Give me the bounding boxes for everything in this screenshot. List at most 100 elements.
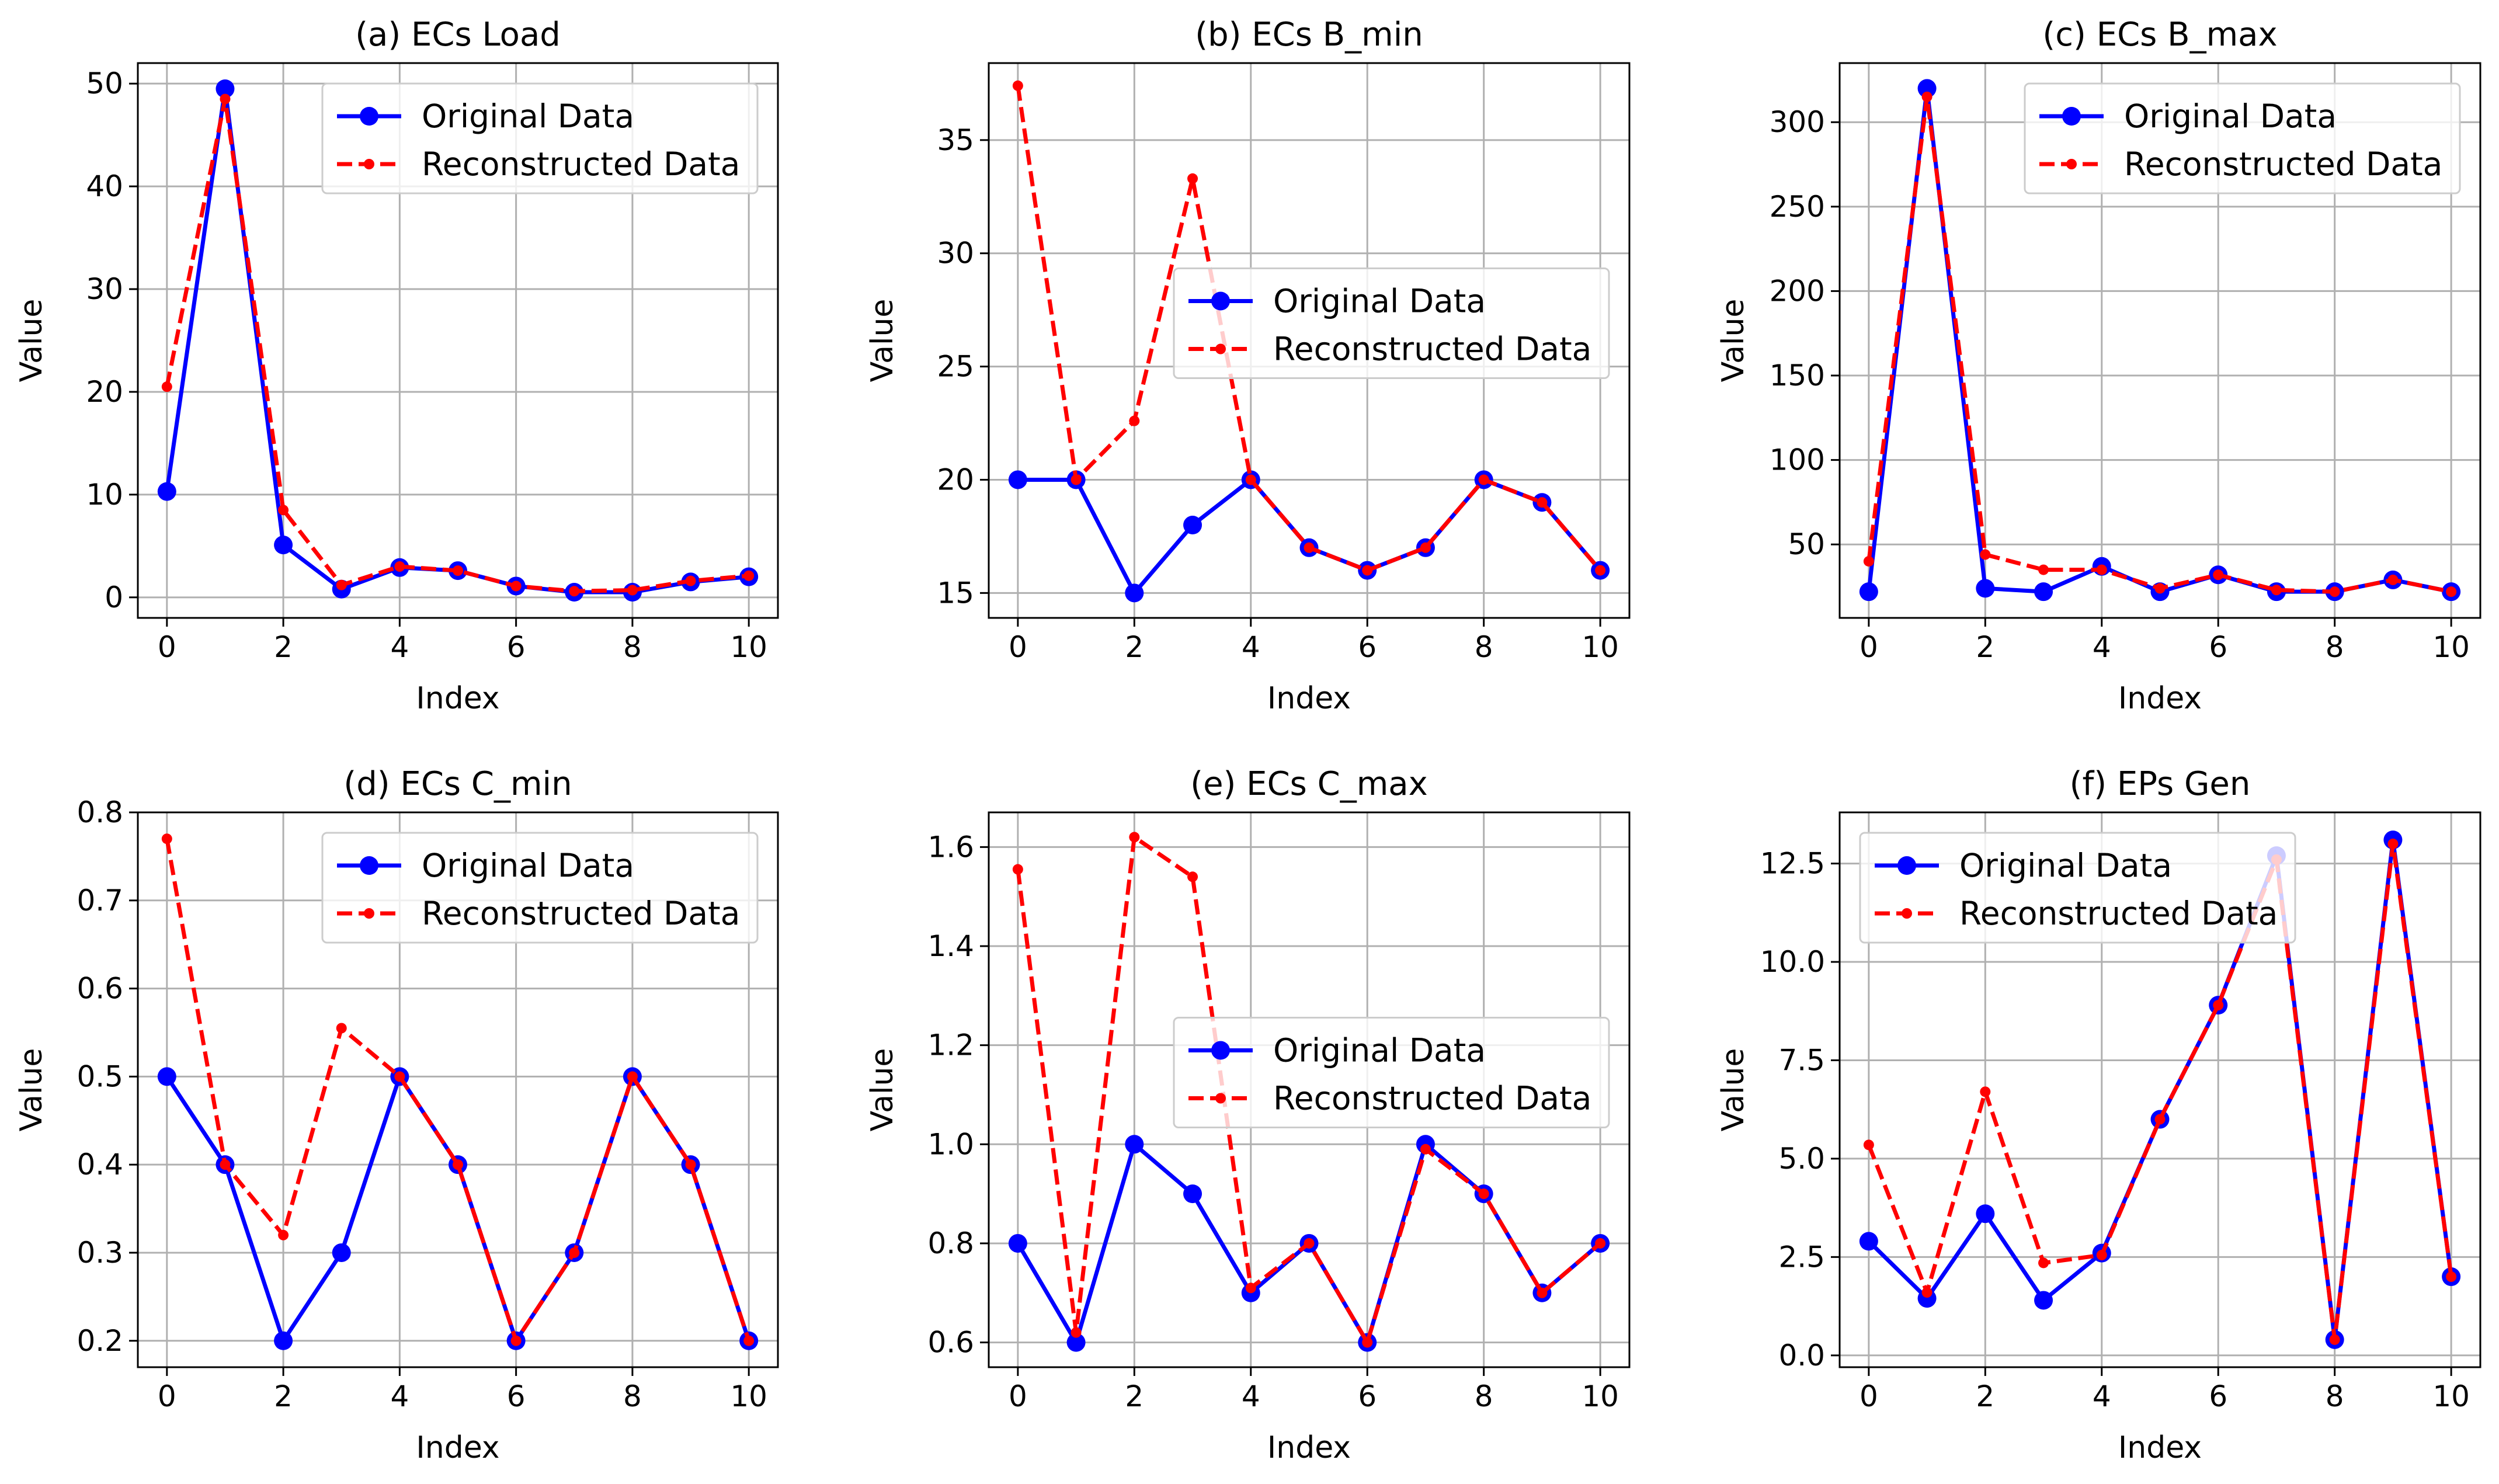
x-axis-label: Index	[2118, 681, 2202, 716]
x-tick-label: 10	[2432, 1379, 2470, 1413]
y-tick-label: 0.6	[77, 972, 123, 1006]
point-original	[274, 536, 293, 555]
point-original	[2034, 1291, 2053, 1310]
point-original	[2034, 582, 2053, 602]
plot-frame	[1838, 62, 2481, 619]
point-reconstructed	[1863, 1139, 1874, 1151]
y-tick-label: 10	[86, 478, 123, 512]
y-tick-label: 0.2	[77, 1324, 123, 1358]
point-reconstructed	[1012, 80, 1023, 91]
point-reconstructed	[394, 561, 405, 572]
x-axis-label: Index	[416, 1430, 499, 1465]
point-reconstructed	[2038, 1257, 2049, 1268]
point-reconstructed	[1478, 474, 1489, 485]
point-reconstructed	[2096, 1249, 2107, 1260]
legend: Original Data Reconstructed Data	[321, 832, 759, 944]
point-reconstructed	[2446, 1271, 2457, 1283]
x-tick-label: 0	[1860, 630, 1878, 664]
x-tick-label: 2	[274, 630, 293, 664]
point-reconstructed	[1420, 1144, 1431, 1155]
point-reconstructed	[1478, 1188, 1489, 1200]
legend-label-original: Original Data	[1273, 1032, 1486, 1069]
y-tick-label: 7.5	[1778, 1043, 1825, 1077]
y-tick-label: 50	[86, 67, 123, 100]
legend-label-reconstructed: Reconstructed Data	[1273, 331, 1591, 368]
point-reconstructed	[161, 833, 172, 844]
y-tick-label: 30	[86, 272, 123, 306]
point-reconstructed	[627, 1071, 638, 1082]
legend-label-original: Original Data	[422, 847, 634, 884]
legend-label-reconstructed: Reconstructed Data	[2124, 145, 2442, 183]
x-tick-label: 8	[1475, 1379, 1493, 1413]
x-tick-label: 6	[1358, 630, 1377, 664]
legend-marker-reconstructed	[364, 159, 374, 169]
x-tick-label: 6	[2209, 630, 2227, 664]
legend-label-reconstructed: Reconstructed Data	[1273, 1080, 1591, 1117]
point-reconstructed	[743, 570, 755, 581]
series-line-reconstructed	[165, 97, 749, 593]
legend-label-original: Original Data	[2124, 98, 2337, 135]
x-tick-label: 8	[623, 1379, 642, 1413]
x-tick-label: 0	[158, 1379, 176, 1413]
legend: Original Data Reconstructed Data	[1173, 1017, 1610, 1128]
x-tick-label: 10	[730, 630, 767, 664]
y-tick-label: 25	[937, 350, 974, 384]
plot-frame	[137, 811, 779, 1368]
x-tick-label: 2	[1976, 630, 1994, 664]
point-original	[1183, 516, 1202, 535]
legend: Original Data Reconstructed Data	[321, 82, 759, 194]
x-tick-label: 2	[274, 1379, 293, 1413]
point-reconstructed	[1595, 1238, 1606, 1249]
x-tick-label: 10	[730, 1379, 767, 1413]
y-tick-label: 20	[937, 463, 974, 496]
plot-frame	[988, 811, 1631, 1368]
point-reconstructed	[1070, 474, 1082, 485]
legend: Original Data Reconstructed Data	[1859, 832, 2296, 944]
series-line-reconstructed	[1867, 842, 2453, 1342]
point-reconstructed	[685, 1159, 696, 1170]
point-reconstructed	[743, 1335, 755, 1346]
legend-box	[1173, 267, 1610, 379]
x-tick-label: 8	[1475, 630, 1493, 664]
x-tick-label: 8	[2326, 1379, 2344, 1413]
point-original	[1917, 79, 1937, 98]
point-reconstructed	[278, 1229, 289, 1240]
legend-box	[321, 82, 759, 194]
point-reconstructed	[1187, 871, 1198, 882]
series-line-original	[1017, 477, 1602, 595]
point-original	[332, 1243, 351, 1262]
chart-title: (a) ECs Load	[355, 16, 561, 54]
point-original	[1976, 579, 1995, 598]
x-axis-label: Index	[2118, 1430, 2202, 1465]
x-tick-label: 0	[1860, 1379, 1878, 1413]
subplot-5: 0 2 4 6 8 10 0.6 0.8 1.0 1.2 1.4 1.6 (e) ECs C_max In…	[865, 765, 1631, 1465]
y-axis-label: Value	[1716, 1048, 1751, 1132]
point-reconstructed	[2329, 586, 2340, 597]
y-tick-label: 1.6	[927, 830, 974, 864]
x-tick-label: 0	[1009, 630, 1027, 664]
x-tick-label: 8	[623, 630, 642, 664]
subplot-4: 0 2 4 6 8 10 0.2 0.3 0.4 0.5 0.6 0.7 0.8 (d) ECs C_mi…	[14, 765, 779, 1465]
point-reconstructed	[453, 1159, 463, 1170]
y-tick-label: 35	[937, 123, 974, 157]
point-reconstructed	[2213, 569, 2224, 581]
y-axis-label: Value	[865, 299, 900, 383]
point-reconstructed	[278, 505, 289, 516]
legend-box	[1859, 832, 2296, 944]
point-original	[1183, 1184, 1202, 1204]
subplot-1: 0 2 4 6 8 10 0 10 20 30 40 50 (a) ECs Load Index Value…	[14, 16, 779, 716]
point-original	[216, 79, 235, 98]
y-tick-label: 50	[1788, 527, 1825, 561]
point-reconstructed	[1980, 549, 1991, 560]
y-tick-label: 0.0	[1778, 1339, 1825, 1372]
y-axis-label: Value	[1716, 299, 1751, 383]
point-original	[1976, 1204, 1995, 1224]
x-tick-label: 4	[2093, 630, 2111, 664]
y-tick-label: 0.7	[77, 884, 123, 917]
y-tick-label: 150	[1770, 359, 1825, 392]
point-reconstructed	[510, 1335, 522, 1346]
legend-label-original: Original Data	[1959, 847, 2172, 884]
point-reconstructed	[1304, 542, 1315, 553]
point-reconstructed	[1863, 556, 1874, 567]
point-original	[1008, 470, 1027, 489]
